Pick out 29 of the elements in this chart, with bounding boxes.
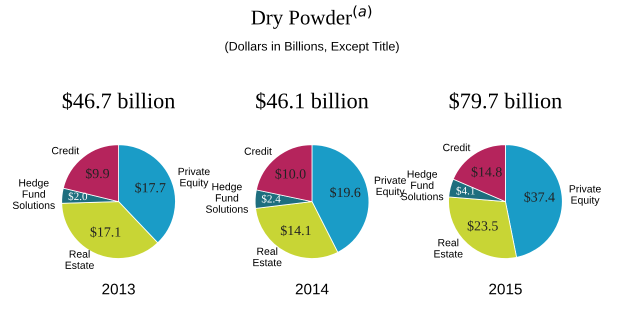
text: Dry Powder$^{(a)}$ (251, 5, 372, 29)
slice-label: Private Equity (570, 184, 601, 206)
chart-title: $46.7 billion (62, 92, 176, 110)
slice-label: Credit (443, 144, 470, 152)
data-label: $17.7 (135, 182, 166, 194)
data-label: $14.8 (472, 166, 502, 178)
data-label: $9.9 (86, 168, 110, 180)
chart-title: $79.7 billion (450, 92, 562, 110)
slice-label: Real Estate (434, 238, 463, 258)
slice-label: Credit (52, 146, 80, 154)
slice-label: Hedge Fund Solutions (12, 178, 55, 209)
text: 2015 (489, 284, 522, 294)
text: (Dollars in Billions, Except Title) (225, 41, 399, 54)
data-label: $4.1 (456, 186, 475, 196)
chart-title: $46.1 billion (256, 92, 368, 110)
slice-label: Credit (244, 147, 272, 155)
text: 2013 (102, 284, 135, 294)
data-label: $14.1 (280, 224, 311, 236)
text: 2014 (296, 284, 329, 294)
slice-label: Private Equity (178, 167, 210, 188)
data-label: $17.1 (90, 226, 120, 238)
data-label: $19.6 (330, 186, 360, 198)
data-label: $23.5 (468, 220, 498, 232)
slice-label: Real Estate (253, 247, 282, 266)
data-label: $10.0 (275, 168, 306, 180)
data-label: $2.4 (262, 194, 281, 204)
data-label: $2.0 (68, 192, 88, 201)
slice-label: Real Estate (66, 250, 94, 269)
data-label: $37.4 (524, 192, 555, 203)
